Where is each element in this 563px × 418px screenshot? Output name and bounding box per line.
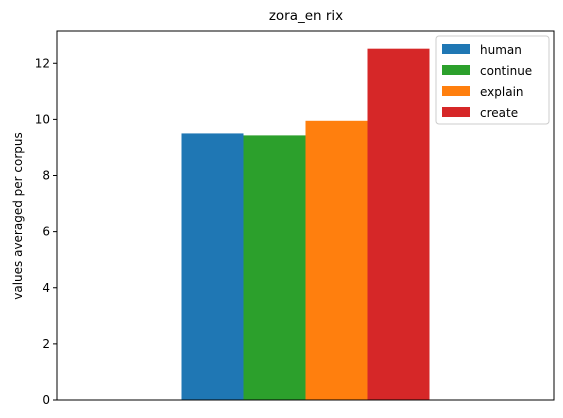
- y-tick-label: 2: [42, 337, 50, 351]
- legend-swatch-continue: [442, 65, 470, 75]
- y-tick-label: 10: [35, 112, 50, 126]
- y-tick-label: 8: [42, 169, 50, 183]
- legend-label-human: human: [480, 43, 522, 57]
- y-axis-ticks: 0 2 4 6 8 10 12: [35, 56, 57, 407]
- legend-swatch-human: [442, 44, 470, 54]
- legend-swatch-create: [442, 107, 470, 117]
- y-axis-label: values averaged per corpus: [11, 132, 25, 300]
- y-tick-label: 6: [42, 225, 50, 239]
- y-tick-label: 4: [42, 281, 50, 295]
- y-tick-label: 12: [35, 56, 50, 70]
- legend-label-create: create: [480, 106, 518, 120]
- bar-human: [181, 133, 244, 400]
- bar-explain: [305, 120, 368, 400]
- plot-frame: [56, 30, 555, 401]
- legend: human continue explain create: [435, 35, 550, 125]
- bar-group: [181, 48, 430, 401]
- bar-continue: [243, 135, 306, 401]
- y-tick-label: 0: [42, 393, 50, 407]
- legend-label-explain: explain: [480, 85, 524, 99]
- bar-create: [367, 48, 430, 401]
- chart-title: zora_en rix: [269, 8, 343, 24]
- legend-label-continue: continue: [480, 64, 532, 78]
- legend-frame: [435, 35, 550, 125]
- legend-swatch-explain: [442, 86, 470, 96]
